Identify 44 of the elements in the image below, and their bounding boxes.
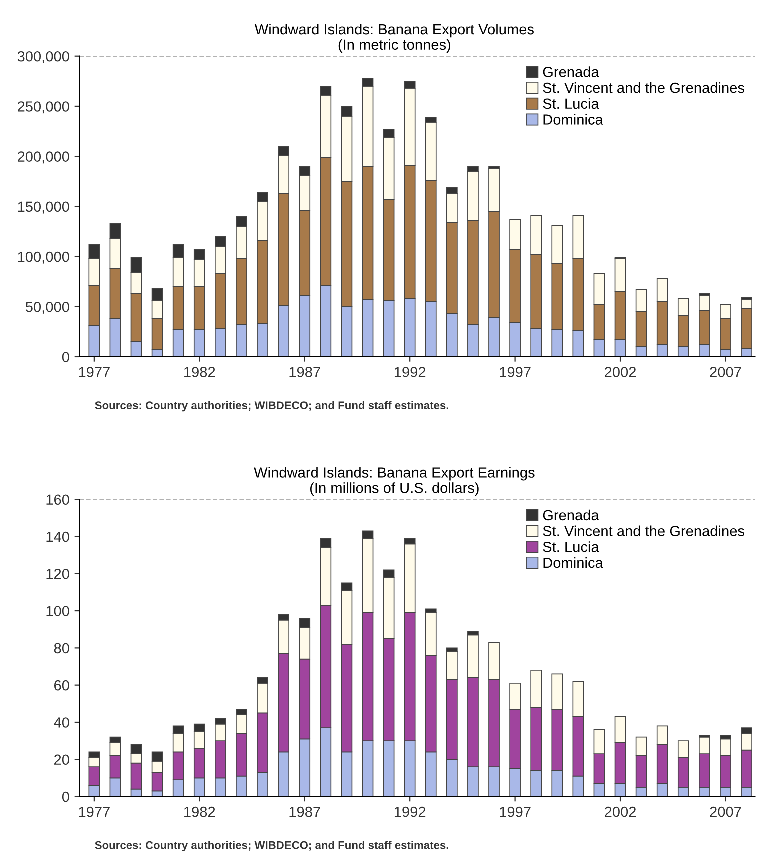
x-tick-label: 1997 [500, 367, 531, 378]
legend-label: Grenada [543, 66, 600, 78]
legend-label: Dominica [544, 557, 604, 568]
x-tick-label: 1987 [290, 806, 320, 818]
chart-subtitle: (In metric tonnes) [338, 39, 451, 53]
y-tick-label: 40 [54, 718, 70, 728]
x-tick-label: 2007 [710, 367, 742, 378]
x-tick-label: 2007 [710, 806, 742, 818]
y-tick-label: 300,000 [18, 51, 70, 64]
chart-title: Windward Islands: Banana Export Volumes [254, 24, 534, 38]
legend-label: St. Vincent and the Grenadines [543, 82, 744, 94]
x-tick-label: 1997 [500, 806, 531, 818]
x-tick-label: 2002 [605, 367, 636, 378]
y-tick-label: 80 [54, 643, 70, 654]
legend-label: Dominica [544, 114, 604, 125]
y-tick-label: 100 [46, 606, 70, 616]
chart-subtitle: (In millions of U.S. dollars) [310, 482, 479, 496]
y-tick-label: 150,000 [18, 202, 70, 214]
legend-label: St. Lucia [543, 98, 600, 110]
y-tick-label: 0 [62, 352, 70, 362]
y-tick-label: 120 [46, 568, 70, 580]
y-tick-label: 200,000 [18, 152, 70, 164]
chart-title: Windward Islands: Banana Export Earnings [254, 467, 535, 481]
y-tick-label: 20 [54, 754, 70, 766]
y-tick-label: 50,000 [26, 302, 70, 314]
x-tick-label: 1977 [79, 367, 110, 378]
y-tick-label: 140 [46, 532, 70, 542]
source-note: Sources: Country authorities; WIBDECO; and Fund staff estimates. [95, 841, 448, 852]
y-tick-label: 250,000 [18, 102, 70, 114]
x-tick-label: 1987 [290, 367, 320, 378]
y-tick-label: 160 [46, 494, 70, 506]
source-note: Sources: Country authorities; WIBDECO; and Fund staff estimates. [95, 401, 448, 412]
x-tick-label: 1992 [394, 806, 426, 818]
x-tick-label: 1982 [184, 806, 216, 818]
x-tick-label: 1977 [79, 806, 110, 818]
x-tick-label: 2002 [605, 806, 636, 818]
y-tick-label: 0 [62, 792, 70, 802]
y-tick-label: 100,000 [18, 252, 70, 264]
x-tick-label: 1982 [184, 367, 216, 378]
legend-label: St. Vincent and the Grenadines [543, 526, 744, 536]
legend-label: St. Lucia [543, 542, 600, 552]
legend-label: Grenada [543, 510, 600, 521]
x-tick-label: 1992 [394, 367, 426, 378]
y-tick-label: 60 [54, 680, 70, 691]
